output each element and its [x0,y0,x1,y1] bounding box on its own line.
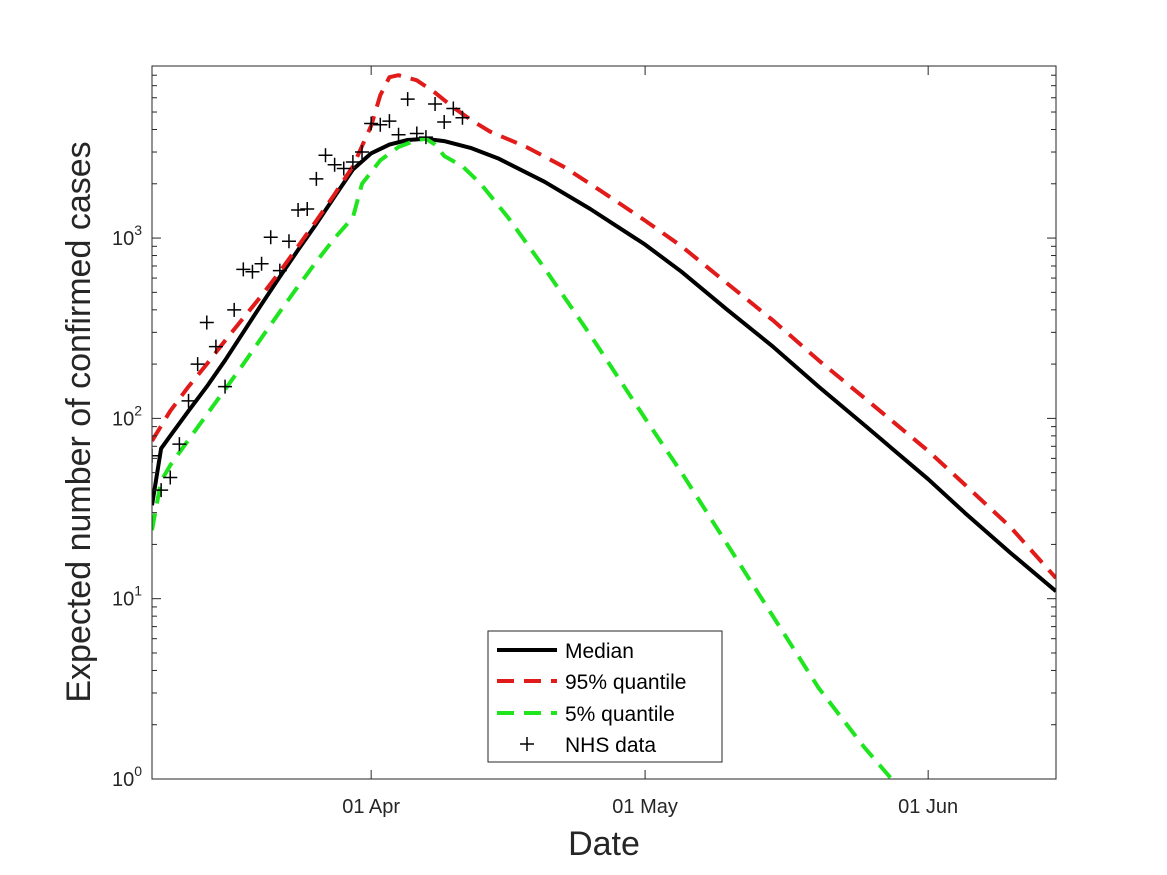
data-point [218,379,233,394]
data-point [345,155,360,170]
data-point [418,130,433,145]
series-layer [152,73,1056,779]
y-axis-title: Expected number of confirmed cases [60,141,98,702]
data-point [355,145,370,160]
data-point [190,357,205,372]
legend-label: Median [565,640,634,663]
data-point [281,234,296,249]
legend-label: 95% quantile [565,671,686,694]
axes-frame [151,65,1057,780]
x-tick-label: 01 Apr [342,796,400,818]
data-point [163,470,178,485]
data-point [455,110,470,125]
data-point [199,315,214,330]
x-axis: 01 Apr 01 May 01 Jun [342,66,958,818]
y-axis: 100 101 102 103 [112,74,1056,791]
data-point [437,115,452,130]
legend-item-median: Median [497,640,634,663]
data-point [300,201,315,216]
data-point [336,161,351,176]
data-point [272,263,287,278]
data-point [227,302,242,317]
data-point [309,171,324,186]
data-point [327,157,342,172]
x-tick-label: 01 May [612,796,678,818]
data-point [245,264,260,279]
data-point [391,127,406,142]
data-point [172,437,187,452]
data-point [318,148,333,163]
plot-frame [151,65,1057,780]
x-tick-label: 01 Jun [898,796,958,818]
data-point [181,393,196,408]
data-point [291,203,306,218]
x-axis-title: Date [568,825,640,863]
data-point [208,339,223,354]
legend-item-5-quantile: 5% quantile [497,703,675,726]
data-point [364,116,379,131]
legend-item-95-quantile: 95% quantile [497,671,686,694]
legend-label: NHS data [565,734,656,757]
data-point [446,101,461,116]
data-point [373,117,388,132]
y-tick-label: 101 [112,583,142,611]
legend-marker [520,737,534,751]
data-point [152,448,159,463]
legend-item-nhs-data: NHS data [520,734,656,757]
series-95-quantile-line [152,73,1056,580]
data-point [400,92,415,107]
series-5-quantile-line [152,136,894,779]
data-point [382,114,397,129]
data-point [254,256,269,271]
y-tick-label: 103 [112,222,142,250]
data-point [409,126,424,141]
legend-label: 5% quantile [565,703,675,726]
data-point [236,262,251,277]
series-nhs-data [152,92,470,498]
y-tick-label: 100 [112,763,142,791]
data-point [428,96,443,111]
data-point [263,230,278,245]
y-tick-label: 102 [112,402,142,430]
legend: Median 95% quantile 5% quantile NHS data [487,630,723,763]
